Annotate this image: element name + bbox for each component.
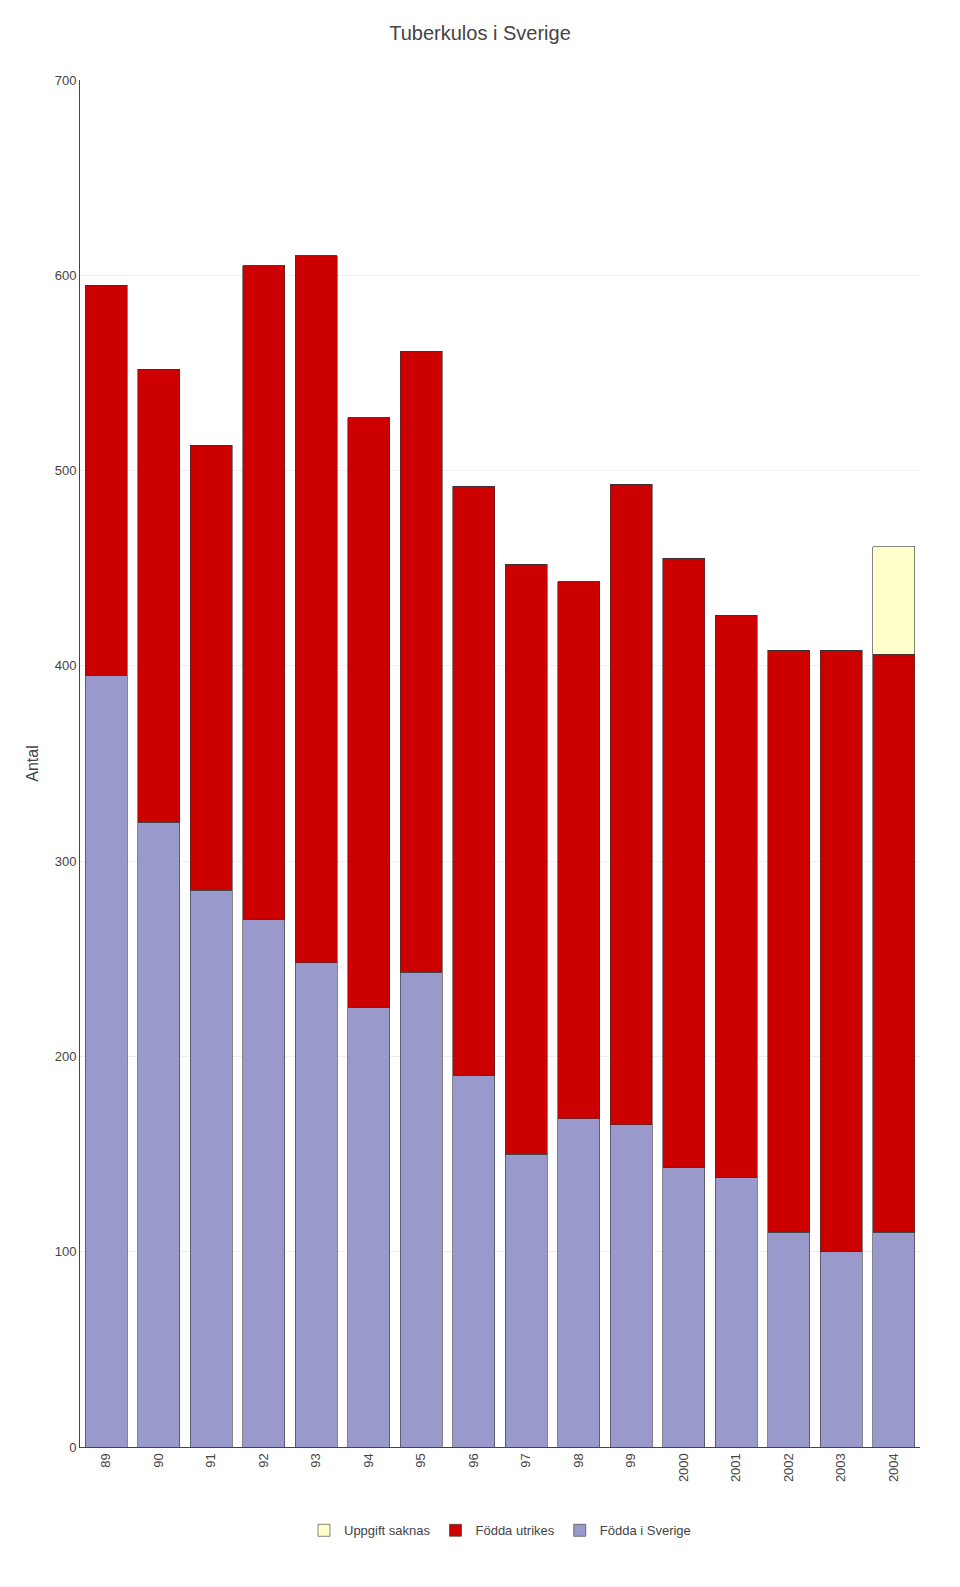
svg-text:94: 94 — [361, 1453, 376, 1467]
svg-text:2002: 2002 — [781, 1453, 796, 1482]
svg-text:300: 300 — [55, 854, 77, 869]
svg-text:Födda utrikes: Födda utrikes — [475, 1523, 554, 1538]
svg-text:400: 400 — [55, 658, 77, 673]
svg-text:700: 700 — [55, 73, 77, 88]
svg-text:600: 600 — [55, 268, 77, 283]
svg-text:0: 0 — [69, 1440, 76, 1455]
svg-text:500: 500 — [55, 463, 77, 478]
svg-text:90: 90 — [151, 1453, 166, 1467]
svg-text:92: 92 — [256, 1453, 271, 1467]
svg-text:93: 93 — [308, 1453, 323, 1467]
svg-text:89: 89 — [98, 1453, 113, 1467]
svg-text:2001: 2001 — [728, 1453, 743, 1482]
svg-text:200: 200 — [55, 1049, 77, 1064]
svg-text:2004: 2004 — [886, 1453, 901, 1482]
svg-text:Uppgift saknas: Uppgift saknas — [344, 1523, 430, 1538]
svg-text:95: 95 — [413, 1453, 428, 1467]
svg-text:98: 98 — [571, 1453, 586, 1467]
svg-text:2003: 2003 — [833, 1453, 848, 1482]
svg-text:Antal: Antal — [24, 745, 41, 781]
svg-text:Födda i Sverige: Födda i Sverige — [600, 1523, 691, 1538]
svg-text:100: 100 — [55, 1244, 77, 1259]
svg-text:2000: 2000 — [676, 1453, 691, 1482]
svg-text:99: 99 — [623, 1453, 638, 1467]
svg-text:97: 97 — [518, 1453, 533, 1467]
svg-text:96: 96 — [466, 1453, 481, 1467]
svg-text:91: 91 — [203, 1453, 218, 1467]
svg-text:Tuberkulos i Sverige: Tuberkulos i Sverige — [389, 22, 571, 44]
